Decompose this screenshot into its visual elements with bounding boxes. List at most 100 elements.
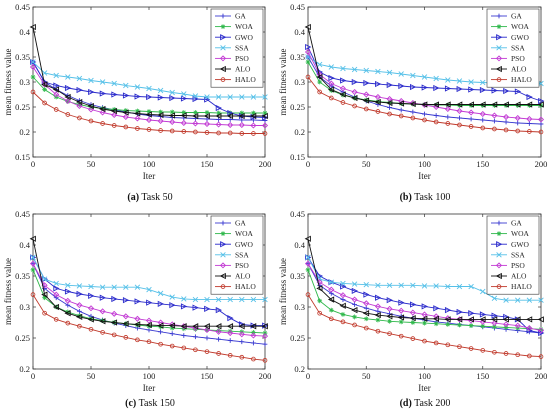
legend-label-halo: HALO: [235, 75, 256, 84]
data-point-gwo: [375, 294, 382, 301]
data-point-ssa: [53, 72, 59, 79]
x-tick-label: 0: [31, 371, 35, 381]
y-tick-label: 0.25: [290, 333, 305, 343]
data-point-halo: [433, 340, 439, 346]
data-point-halo: [262, 131, 268, 136]
panel-letter: (a): [127, 192, 139, 203]
data-point-gwo: [433, 305, 440, 312]
data-point-woa: [30, 74, 36, 80]
data-point-pso: [215, 328, 222, 335]
data-point-pso: [537, 327, 545, 334]
data-point-gwo: [468, 310, 475, 317]
series-gwo: [305, 43, 545, 105]
x-tick-label: 200: [259, 371, 272, 381]
data-point-ga: [181, 333, 187, 338]
series-gwo: [30, 254, 269, 329]
data-point-halo: [422, 117, 427, 123]
data-point-gwo: [456, 85, 463, 93]
data-point-ssa: [41, 276, 48, 282]
data-point-halo: [146, 339, 152, 345]
data-point-alo: [191, 112, 199, 120]
data-point-halo: [468, 346, 474, 351]
series-pso: [29, 260, 269, 340]
y-tick-label: 0.15: [290, 152, 305, 162]
data-point-alo: [99, 105, 106, 113]
data-point-alo: [180, 323, 187, 330]
data-point-halo: [100, 330, 105, 335]
data-point-ga: [503, 119, 509, 125]
data-point-pso: [122, 313, 129, 320]
y-tick-label: 0.15: [15, 152, 30, 162]
data-point-ssa: [421, 74, 428, 80]
data-point-halo: [515, 128, 521, 134]
series-line-alo: [307, 238, 541, 320]
x-axis-label: Iter: [143, 171, 156, 181]
data-point-alo: [490, 316, 498, 323]
data-point-gwo: [491, 312, 498, 319]
data-point-gwo: [398, 299, 405, 306]
data-point-halo: [340, 319, 346, 325]
data-point-ssa: [181, 296, 187, 302]
data-point-halo: [480, 348, 486, 353]
data-point-gwo: [410, 301, 417, 308]
data-point-pso: [53, 91, 60, 98]
data-point-ga: [239, 339, 245, 345]
data-point-alo: [75, 98, 83, 106]
data-point-alo: [226, 112, 234, 120]
legend-label-gwo: GWO: [235, 33, 253, 42]
data-point-pso: [64, 297, 71, 304]
data-point-ssa: [328, 64, 335, 70]
data-point-alo: [145, 111, 152, 118]
panel-title: Task 150: [136, 398, 175, 409]
data-point-woa: [375, 317, 381, 323]
data-point-gwo: [88, 88, 95, 96]
data-point-ga: [457, 115, 462, 121]
data-point-pso: [456, 107, 463, 115]
data-point-halo: [158, 128, 163, 133]
data-point-alo: [351, 94, 358, 102]
data-point-ssa: [375, 282, 381, 289]
data-point-halo: [363, 106, 369, 112]
data-point-gwo: [386, 81, 393, 89]
data-point-woa: [480, 323, 486, 329]
x-tick-label: 150: [476, 159, 489, 169]
data-point-gwo: [215, 104, 223, 112]
data-point-woa: [468, 323, 474, 328]
data-point-alo: [351, 306, 358, 314]
data-point-pso: [503, 321, 510, 328]
legend-marker-halo: [220, 284, 226, 289]
data-point-halo: [227, 130, 233, 136]
data-point-ssa: [480, 79, 486, 86]
data-point-pso: [76, 302, 83, 309]
series-line-gwo: [32, 61, 266, 118]
data-point-halo: [123, 335, 129, 340]
y-tick-label: 0.35: [15, 271, 30, 281]
data-point-pso: [53, 291, 60, 298]
data-point-ssa: [398, 71, 404, 77]
legend-marker-ssa: [220, 252, 226, 258]
data-point-woa: [77, 102, 82, 107]
data-point-halo: [457, 344, 462, 349]
data-point-pso: [409, 309, 416, 316]
data-point-ga: [492, 118, 497, 124]
y-tick-label: 0.4: [19, 27, 30, 37]
data-point-alo: [110, 319, 118, 326]
data-point-alo: [226, 323, 234, 330]
data-point-ssa: [146, 286, 152, 293]
data-point-ssa: [363, 67, 369, 74]
data-point-pso: [261, 333, 269, 340]
data-point-halo: [375, 109, 381, 114]
data-point-pso: [304, 48, 312, 56]
series-line-alo: [32, 26, 265, 117]
data-point-halo: [216, 351, 221, 356]
panel-letter: (b): [400, 192, 412, 203]
data-point-halo: [317, 310, 322, 316]
data-point-ssa: [99, 284, 106, 290]
data-point-halo: [480, 125, 486, 131]
data-point-ssa: [227, 94, 233, 100]
data-point-ssa: [65, 282, 71, 289]
legend-label-ga: GA: [511, 219, 522, 228]
data-point-woa: [317, 79, 323, 85]
x-tick-label: 0: [306, 371, 310, 381]
